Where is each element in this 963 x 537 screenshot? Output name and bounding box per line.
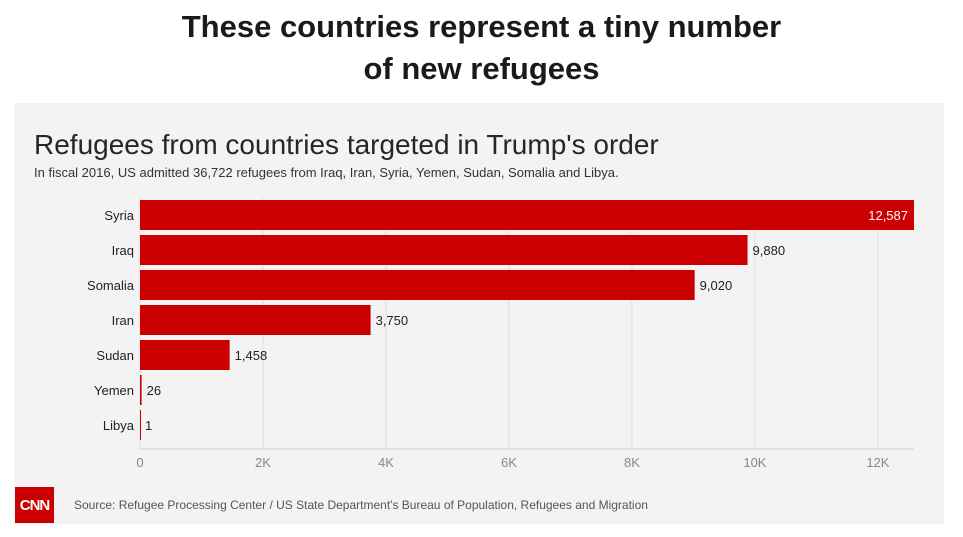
category-label: Syria [104,208,134,223]
chart-subtitle: In fiscal 2016, US admitted 36,722 refug… [34,165,619,180]
bar-iran [140,305,371,335]
x-tick-label: 6K [501,455,517,470]
value-label: 1,458 [235,348,268,363]
x-tick-label: 4K [378,455,394,470]
chart-panel: Refugees from countries targeted in Trum… [14,103,944,524]
category-label: Iran [112,313,134,328]
bar-libya [140,410,141,440]
bar-iraq [140,235,748,265]
bar-chart: 0 2K 4K 6K 8K 10K 12K Syria 12,587 Iraq 9,880 Somal… [87,198,914,470]
value-label: 26 [147,383,161,398]
bar-yemen [140,375,142,405]
value-label: 9,880 [753,243,786,258]
category-label: Sudan [96,348,134,363]
bar-somalia [140,270,695,300]
value-label: 3,750 [376,313,409,328]
source-note: Source: Refugee Processing Center / US S… [74,498,648,512]
category-label: Libya [103,418,135,433]
x-tick-label: 12K [866,455,889,470]
value-label: 12,587 [868,208,908,223]
bar-syria [140,200,914,230]
value-label: 9,020 [700,278,733,293]
value-label: 1 [145,418,152,433]
x-tick-label: 8K [624,455,640,470]
category-label: Somalia [87,278,135,293]
bar-sudan [140,340,230,370]
headline: These countries represent a tiny number … [0,6,963,90]
chart-title: Refugees from countries targeted in Trum… [34,129,659,160]
x-tick-label: 2K [255,455,271,470]
headline-line-1: These countries represent a tiny number [181,9,782,44]
x-tick-label: 10K [743,455,766,470]
category-label: Iraq [112,243,134,258]
cnn-logo: CNN [15,487,54,523]
x-tick-label: 0 [136,455,143,470]
category-label: Yemen [94,383,134,398]
headline-line-2: of new refugees [363,51,600,86]
